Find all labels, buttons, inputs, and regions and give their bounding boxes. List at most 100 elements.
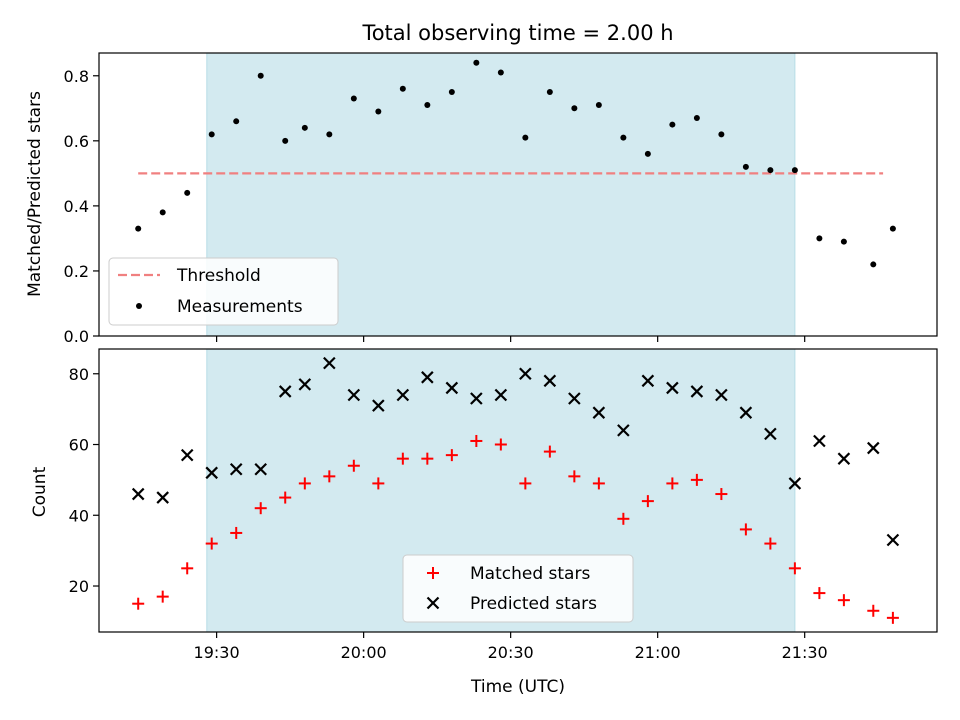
predicted-point-b [298,378,312,391]
legend-matched-label: Matched stars [470,564,590,584]
bottom-x-tick-label: 20:30 [488,643,534,662]
predicted-point-b [617,424,630,437]
predicted-point-b [867,441,880,455]
x-axis-label: Time (UTC) [470,677,565,697]
measurement-point [791,167,798,174]
predicted-point [715,388,728,402]
bottom-x-tick-label: 20:00 [341,643,387,662]
top-panel: 0.0 0.2 0.4 0.6 0.8 Threshold Measurements [64,52,938,346]
predicted-point [886,533,900,547]
bottom-legend-box [402,554,634,623]
predicted-point [592,406,606,419]
predicted-point-b [690,385,704,398]
predicted-point [229,462,243,476]
predicted-point [617,424,630,437]
predicted-point-b [396,388,410,402]
matched-point [254,502,267,515]
predicted-point-b [254,462,267,476]
predicted-point-b [813,434,826,448]
top-y-tick-label: 0.4 [64,197,89,216]
predicted-point [519,367,532,381]
matched-point [445,449,458,462]
matched-point [396,452,409,465]
predicted-point [788,477,802,490]
matched-point [543,445,556,458]
predicted-point [470,392,483,405]
predicted-point-b [180,448,194,462]
matched-point [666,477,679,490]
top-y-tick-label: 0.6 [64,132,89,151]
measurement-point [644,150,651,157]
matched-point [181,562,194,575]
predicted-point [131,487,145,501]
measurement-point [889,225,896,232]
matched-point [519,477,532,490]
predicted-point [867,441,880,455]
measurement-point [669,121,676,128]
top-legend-box [108,257,339,326]
measurement-point [473,59,480,66]
predicted-point-b [519,367,532,381]
predicted-point-b [421,371,434,384]
predicted-point [156,491,169,504]
matched-point [347,459,360,472]
matched-point [323,470,336,483]
bottom-x-tick-label: 19:30 [194,643,240,662]
predicted-point [421,371,434,384]
top-legend: Threshold Measurements [108,257,339,326]
predicted-point [347,388,361,402]
predicted-point-b [666,381,679,395]
predicted-point [813,434,826,448]
predicted-point-b [837,452,851,465]
measurement-point [257,72,264,79]
measurement-point [571,105,578,112]
predicted-point [372,399,385,412]
predicted-point [837,452,851,465]
matched-point [592,477,605,490]
predicted-point [543,374,557,388]
matched-point [421,452,434,465]
measurement-point [301,124,308,131]
measurement-point [870,261,877,268]
legend-measurement-label: Measurements [177,297,303,317]
predicted-point-b [131,487,145,501]
matched-point [690,473,703,486]
matched-point [837,594,850,607]
predicted-point-b [543,374,557,388]
matched-point [568,470,581,483]
measurement-point [497,69,504,76]
top-y-tick-label: 0.8 [64,67,89,86]
matched-point [372,477,385,490]
matched-point [230,526,243,539]
predicted-point [568,392,581,405]
predicted-point [739,406,753,419]
predicted-point [764,427,777,441]
measurement-point [620,134,627,141]
chart-title: Total observing time = 2.00 h [361,21,673,45]
top-axes-frame [98,52,938,337]
predicted-point-b [323,356,336,370]
measurement-point [546,89,553,96]
measurement-point [595,102,602,109]
predicted-point-b [205,466,218,480]
measurement-point [233,118,240,125]
predicted-point-b [372,399,385,412]
predicted-point [641,374,655,388]
measurement-point [159,209,166,216]
matched-point [886,611,899,624]
predicted-point-b [494,388,508,402]
predicted-point [323,356,336,370]
measurement-point [767,167,774,174]
top-y-tick-label: 0.0 [64,327,89,346]
predicted-point [666,381,679,395]
predicted-point [205,466,218,480]
bottom-x-tick-label: 21:00 [635,643,681,662]
measurement-point [375,108,382,115]
legend-predicted-swatch [426,596,440,610]
predicted-point [254,462,267,476]
measurement-point [399,85,406,92]
legend-predicted-swatch-b [426,596,440,610]
measurement-point [135,225,142,232]
matched-point [205,537,218,550]
